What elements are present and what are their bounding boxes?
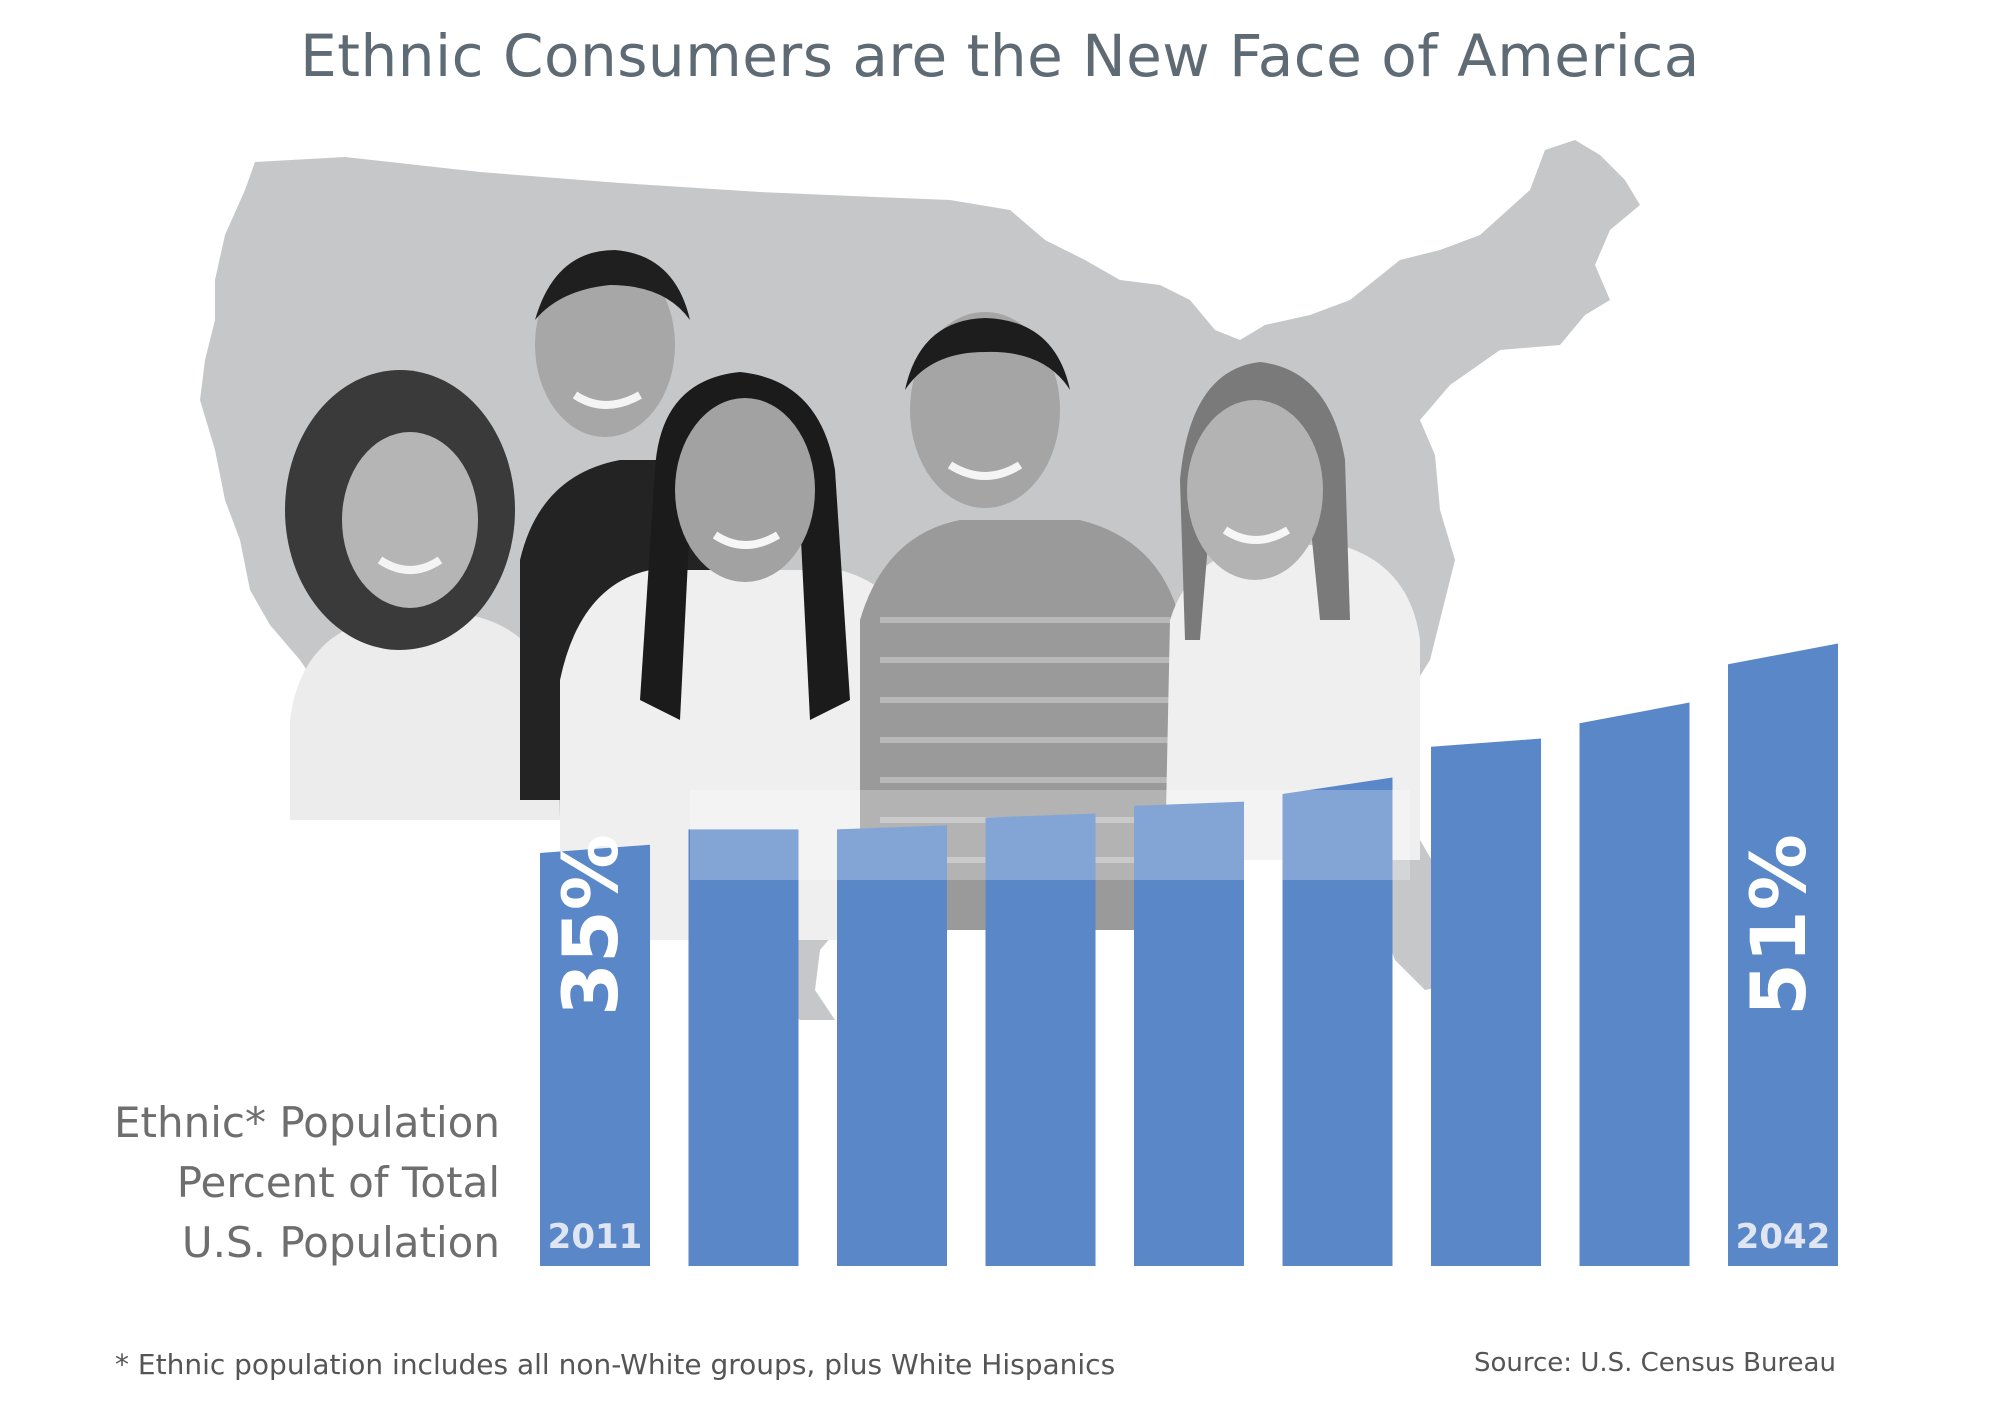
ylabel-line-3: U.S. Population xyxy=(181,1218,500,1267)
people-illustration xyxy=(285,250,1420,940)
chart-title: Ethnic Consumers are the New Face of Ame… xyxy=(300,22,1700,90)
bar-7 xyxy=(1579,702,1690,1266)
person-4 xyxy=(860,312,1190,930)
bar-6 xyxy=(1431,738,1541,1266)
ylabel-line-2: Percent of Total xyxy=(176,1158,500,1207)
bar-8 xyxy=(1728,643,1838,1266)
person-5 xyxy=(1165,362,1420,860)
year-label-0: 2011 xyxy=(548,1217,643,1257)
bars-layer: 2011 35% 2042 51% xyxy=(540,643,1838,1266)
value-label-8: 51% xyxy=(1734,834,1823,1016)
footnote: * Ethnic population includes all non-Whi… xyxy=(115,1348,1116,1381)
year-label-8: 2042 xyxy=(1736,1217,1831,1257)
bar-5 xyxy=(1282,777,1393,1266)
bar-3 xyxy=(985,813,1096,1266)
bar-2 xyxy=(837,825,947,1266)
person-1 xyxy=(285,370,560,820)
bar-1 xyxy=(688,829,799,1266)
ylabel-line-1: Ethnic* Population xyxy=(113,1098,500,1147)
person-3 xyxy=(560,372,925,940)
bar-4 xyxy=(1134,801,1244,1266)
overlay-fade xyxy=(690,790,1410,880)
bar-0 xyxy=(540,844,650,1266)
value-label-0: 35% xyxy=(546,834,635,1016)
source-credit: Source: U.S. Census Bureau xyxy=(1474,1348,1836,1378)
